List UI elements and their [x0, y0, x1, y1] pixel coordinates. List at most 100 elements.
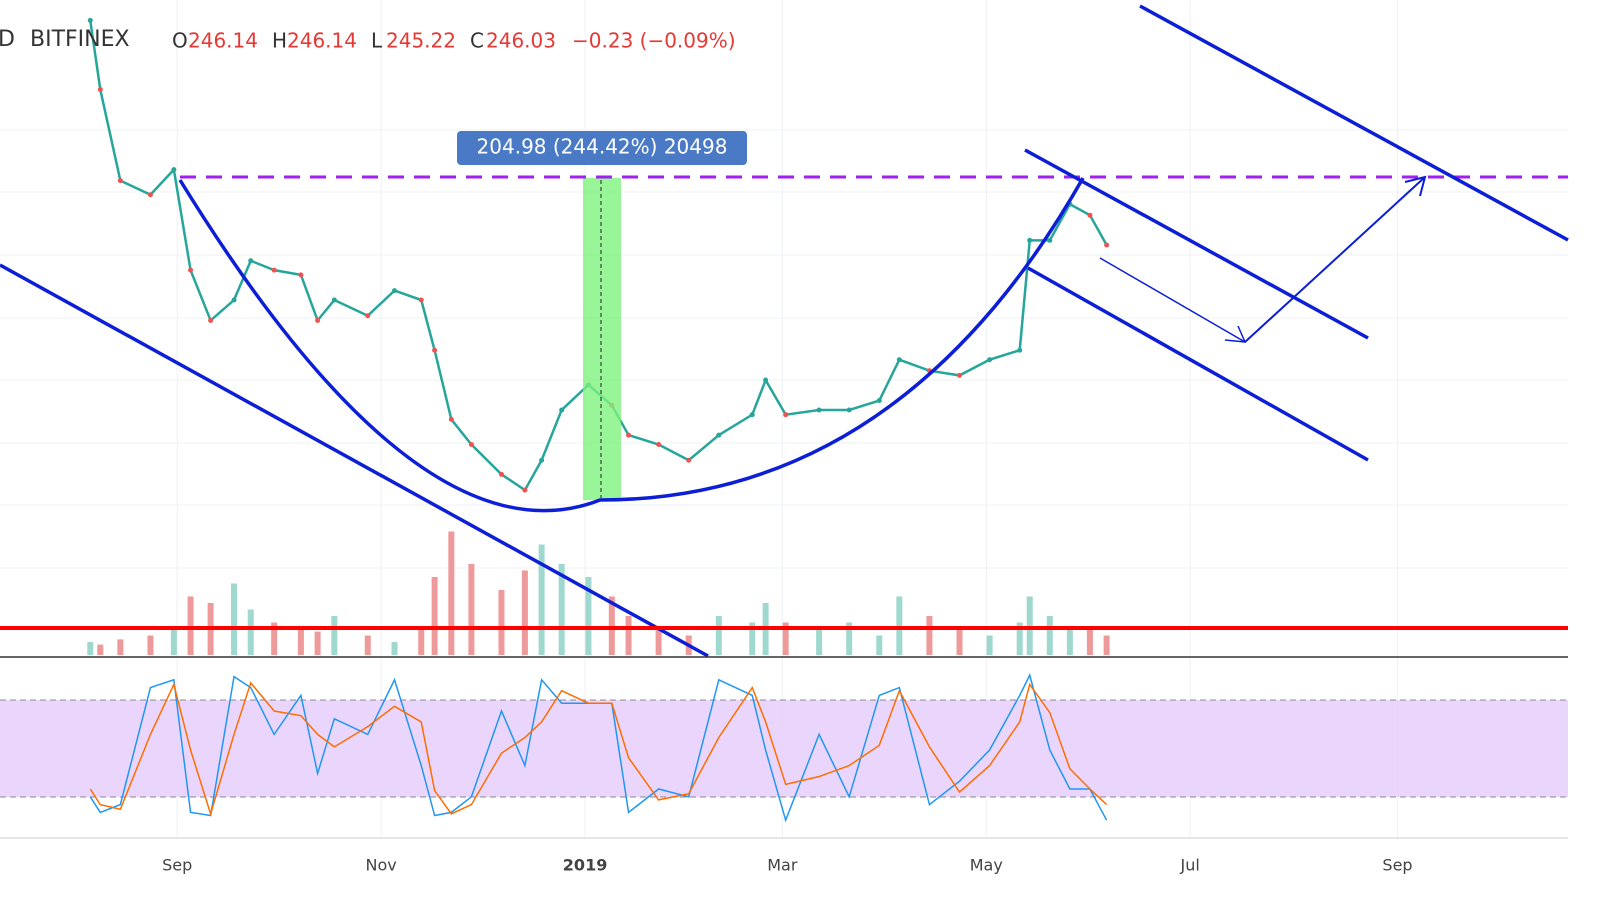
volume-bar	[418, 629, 425, 655]
price-point	[315, 317, 321, 323]
price-point	[716, 432, 722, 438]
volume-bar	[391, 642, 398, 655]
measure-box	[457, 131, 747, 165]
volume-bar	[625, 616, 632, 655]
volume-bar	[187, 596, 194, 655]
price-point	[749, 412, 755, 418]
price-point	[231, 297, 237, 303]
volume-bar	[782, 622, 789, 655]
volume-bar	[655, 629, 662, 655]
volume-bar	[1086, 629, 1093, 655]
price-point	[298, 272, 304, 278]
x-tick-label: Nov	[366, 856, 397, 875]
volume-bar	[816, 629, 823, 655]
price-point	[498, 471, 504, 477]
price-point	[783, 412, 789, 418]
price-point	[522, 487, 528, 493]
x-tick-label: Sep	[162, 856, 192, 875]
price-point	[271, 267, 277, 273]
price-point	[188, 267, 194, 273]
x-tick-label: Sep	[1382, 856, 1412, 875]
open: 246.14	[188, 29, 258, 53]
price-point	[117, 178, 123, 184]
price-point	[147, 192, 153, 198]
volume-bar	[364, 635, 371, 655]
volume-bar	[558, 564, 565, 655]
volume-bar	[986, 635, 993, 655]
price-point	[1104, 242, 1110, 248]
price-point	[816, 407, 822, 413]
volume-bar	[749, 622, 756, 655]
volume-bar	[147, 635, 154, 655]
volume-bar	[1046, 616, 1053, 655]
open-label: O	[172, 29, 188, 53]
volume-bar	[896, 596, 903, 655]
volume-bar	[498, 590, 505, 655]
price-point	[626, 432, 632, 438]
volume-bar	[314, 631, 321, 655]
volume-bar	[331, 616, 338, 655]
volume-bar	[231, 583, 238, 655]
volume-bar	[431, 577, 438, 655]
high: 246.14	[287, 29, 357, 53]
price-point	[331, 297, 337, 303]
price-point	[365, 313, 371, 319]
price-point	[418, 297, 424, 303]
exchange: BITFINEX	[30, 27, 130, 52]
price-point	[957, 372, 963, 378]
price-point	[248, 258, 254, 264]
price-point	[1047, 237, 1053, 243]
price-point	[686, 457, 692, 463]
price-point	[1027, 237, 1033, 243]
x-tick-label: Mar	[767, 856, 798, 875]
close: 246.03	[486, 29, 556, 53]
volume-bar	[585, 577, 592, 655]
volume-bar	[538, 544, 545, 655]
price-point	[987, 357, 993, 363]
x-tick-label: May	[970, 856, 1003, 875]
volume-bar	[87, 642, 94, 655]
measure-label: 204.98 (244.42%) 20498	[477, 135, 728, 159]
stoch-line	[89, 673, 1108, 823]
volume-bar	[926, 616, 933, 655]
volume-bar	[608, 596, 615, 655]
price-point	[171, 167, 177, 173]
stoch-band	[0, 700, 1568, 797]
price-point	[432, 347, 438, 353]
price-point	[539, 457, 545, 463]
volume-bar	[1066, 629, 1073, 655]
price-point	[1087, 212, 1093, 218]
volume-bar	[1016, 622, 1023, 655]
high-label: H	[272, 29, 287, 53]
volume-bar	[297, 629, 304, 655]
price-point	[896, 357, 902, 363]
volume-bar	[448, 531, 455, 655]
x-tick-label: 2019	[563, 856, 608, 875]
price-point	[468, 442, 474, 448]
price-point	[656, 442, 662, 448]
volume-bar	[117, 639, 124, 655]
volume-bar	[1026, 596, 1033, 655]
symbol: D	[0, 27, 15, 52]
price-point	[97, 87, 103, 93]
volume-bar	[876, 635, 883, 655]
volume-bar	[97, 644, 104, 655]
low-label: L	[371, 29, 383, 53]
volume-bar	[521, 570, 528, 655]
price-point	[392, 288, 398, 294]
volume-bar	[715, 616, 722, 655]
header: D BITFINEX O 246.14 H 246.14 L 245.22 C …	[0, 27, 736, 53]
horizontal-grid	[0, 129, 1568, 569]
volume-bar	[170, 629, 177, 655]
stoch-line	[89, 681, 1108, 817]
price-point	[1017, 347, 1023, 353]
price-point	[846, 407, 852, 413]
price-point	[876, 398, 882, 404]
low: 245.22	[386, 29, 456, 53]
plot	[87, 17, 1110, 823]
volume-bar	[846, 622, 853, 655]
price-point	[208, 317, 214, 323]
volume-bar	[247, 609, 254, 655]
volume-bar	[1103, 635, 1110, 655]
